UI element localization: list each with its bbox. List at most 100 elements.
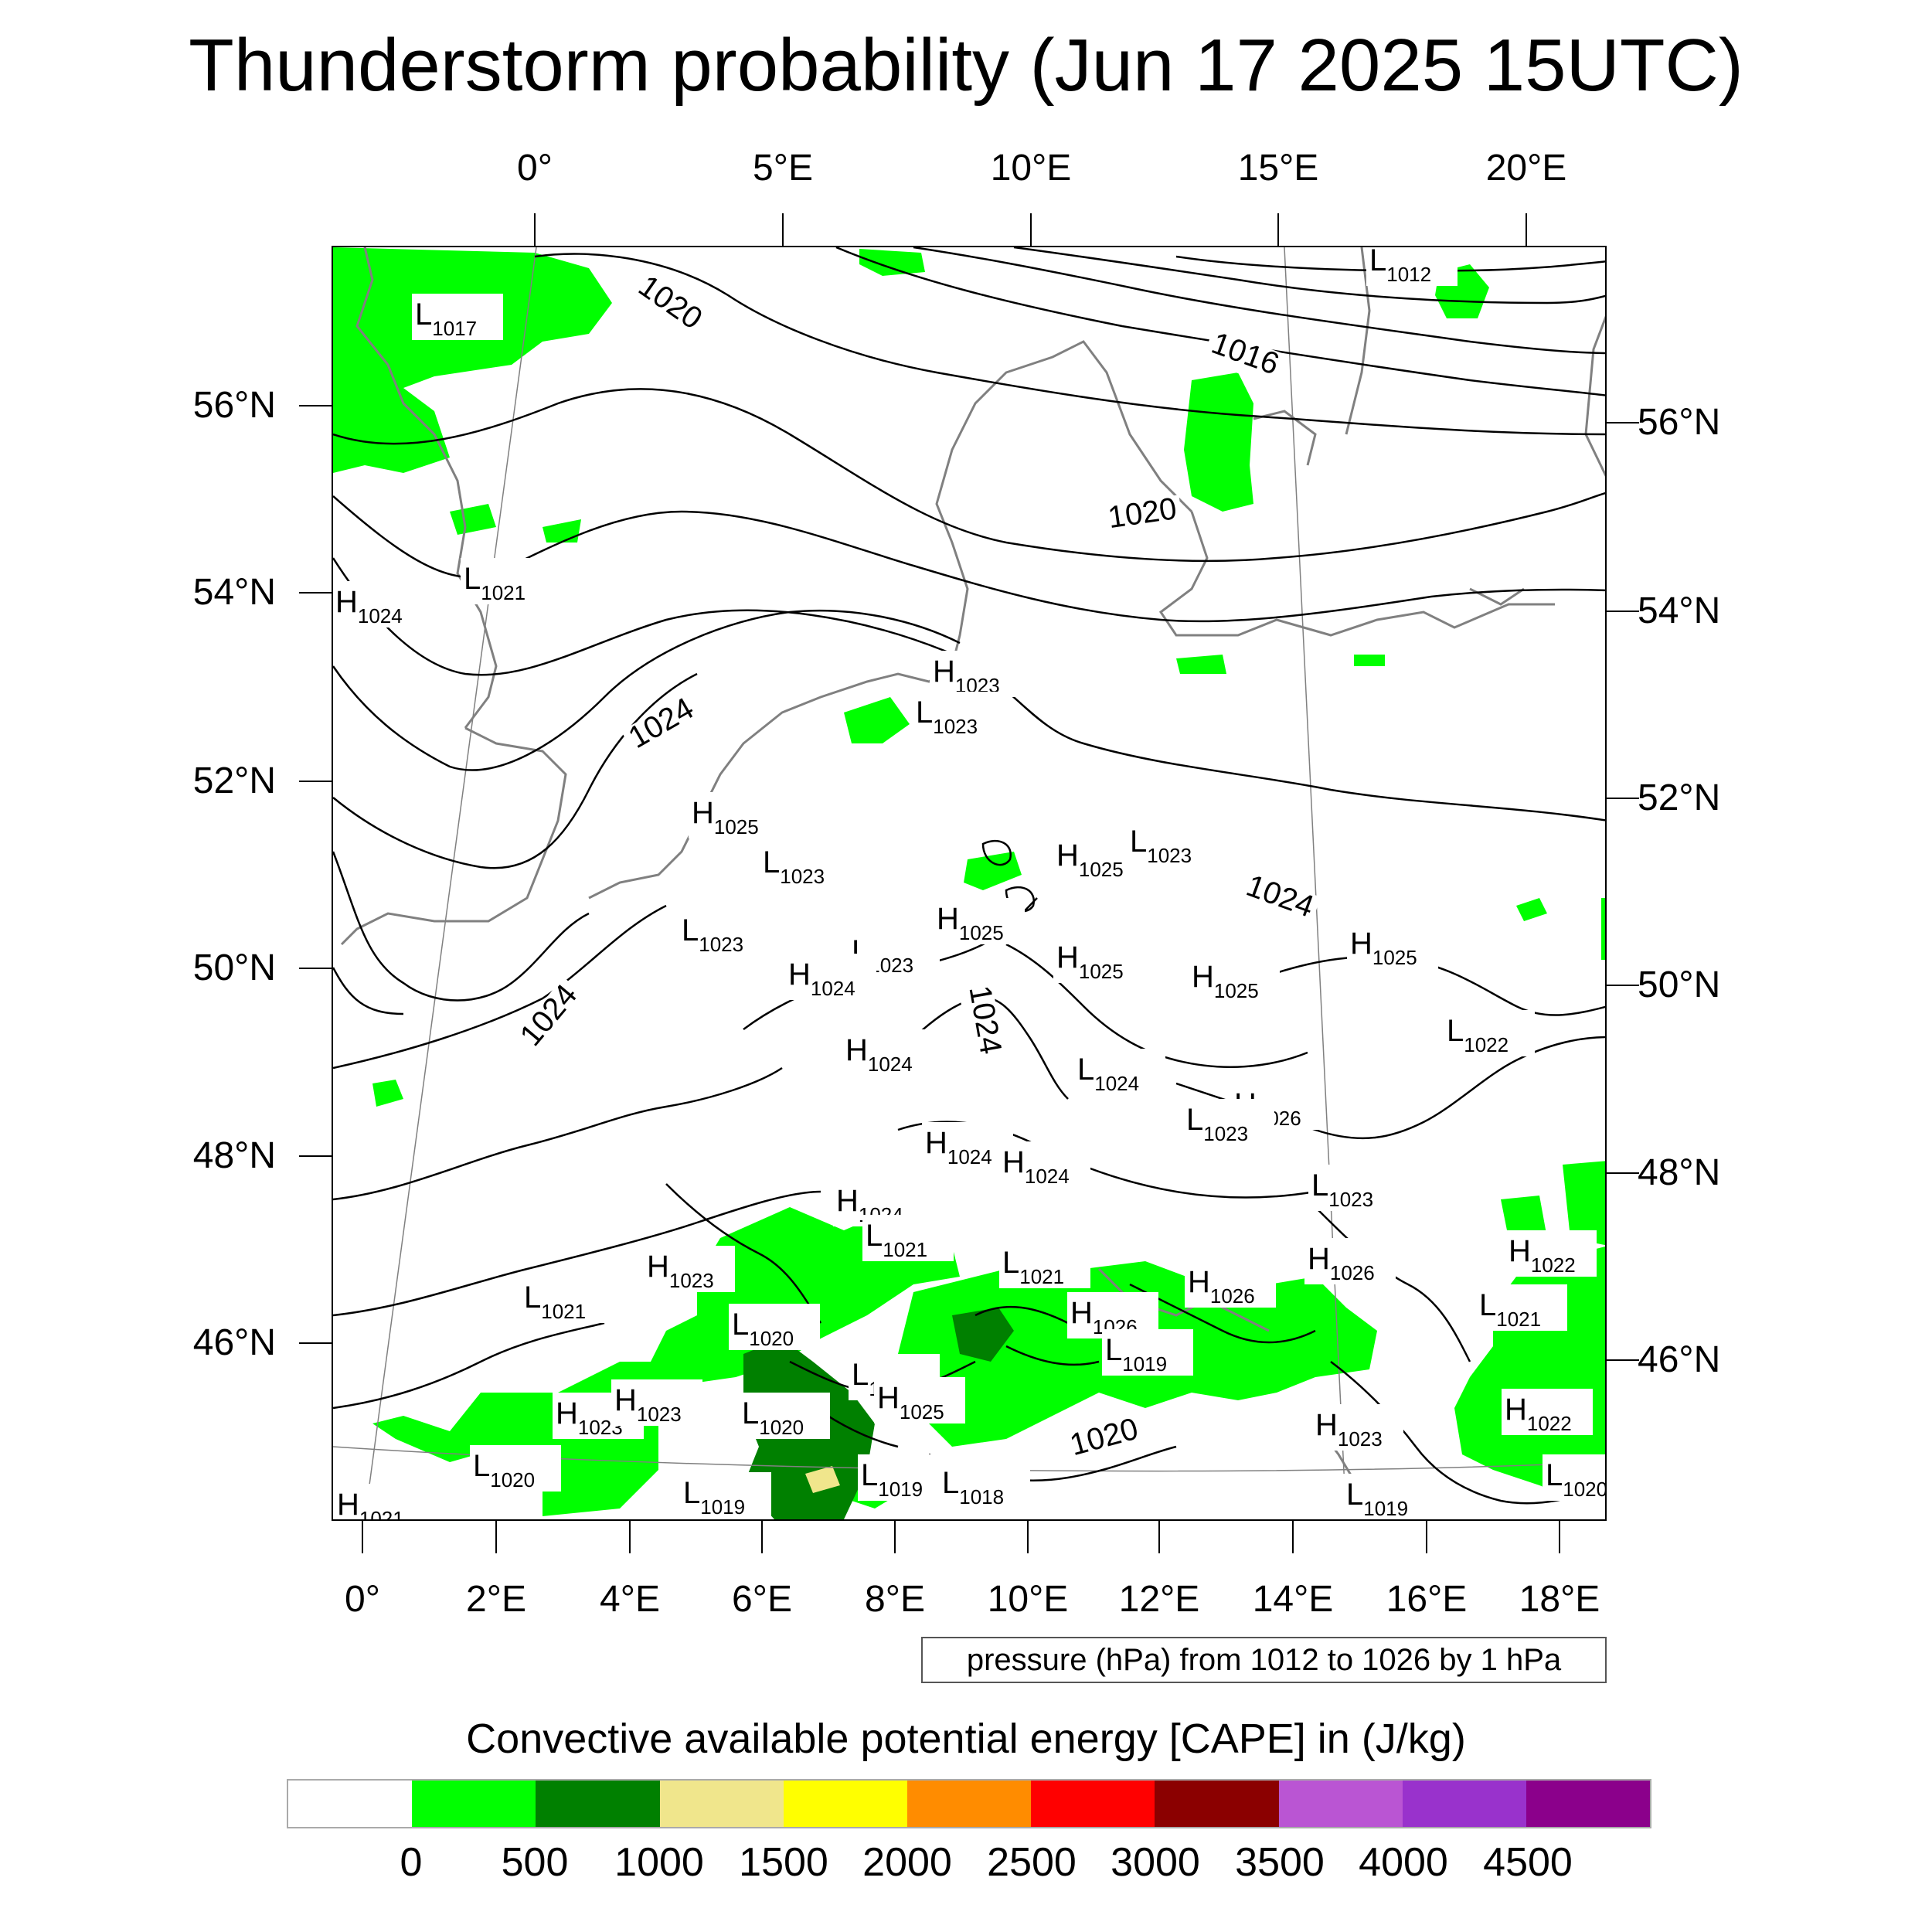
axis-right-label: 48°N [1638,1152,1721,1193]
pressure-center-value: 1023 [933,715,978,738]
coastline [355,247,498,729]
colorbar-box [412,1781,536,1827]
high-pressure-center: H1021 [337,1488,404,1519]
colorbar-box [1155,1781,1279,1827]
pressure-center-bg [999,1141,1090,1188]
low-pressure-center: L1021 [1479,1288,1541,1331]
high-pressure-center: H1025 [1056,940,1124,983]
pressure-center-value: 1020 [749,1327,794,1350]
axis-bottom-label: 0° [345,1579,380,1620]
isobar-label-bg [1202,328,1287,387]
pressure-center-type: L [1346,1478,1363,1512]
pressure-center-value: 1021 [1019,1265,1064,1288]
pressure-center-type: L [415,298,432,332]
pressure-center-type: H [1002,1145,1025,1179]
cape-area [333,247,612,473]
map-panel[interactable]: 1020 1016 1020 1024 1024 1024 1024 1020 L1017 L1… [332,246,1607,1521]
high-pressure-center: H1025 [877,1381,944,1423]
pressure-center-bg [521,1277,612,1323]
pressure-center-value: 1024 [947,1145,992,1168]
pressure-center-value: 1025 [1214,979,1259,1002]
colorbar [287,1779,1651,1828]
pressure-center-value: 1018 [959,1485,1004,1509]
pressure-center-bg [1053,937,1145,983]
pressure-center-value: 1023 [1147,844,1192,867]
pressure-center-bg [689,792,780,838]
isobar-line [665,1183,822,1324]
high-pressure-center: H1024 [1002,1145,1070,1188]
pressure-center-type: L [852,1358,869,1392]
pressure-center-bg [1343,1474,1434,1519]
pressure-center-value: 1025 [1372,946,1417,969]
high-pressure-center: H1024 [788,957,855,1000]
pressure-center-bg [858,1454,949,1501]
isobar-line [333,904,667,1070]
low-pressure-center: L1021 [1002,1246,1064,1288]
high-pressure-center: H1023 [647,1250,714,1292]
coastline [1345,247,1371,435]
pressure-center-type: L [1002,1246,1019,1280]
low-pressure-center: L1012 [1369,247,1431,286]
cape-area [450,504,496,535]
coastline [1469,587,1525,606]
colorbar-tick-label: 1500 [739,1840,828,1885]
pressure-center-bg [1185,1261,1276,1308]
low-pressure-center: L1023 [763,845,825,888]
pressure-center-type: L [1447,1014,1464,1048]
low-pressure-center: L1019 [1105,1333,1167,1376]
pressure-center-type: L [682,913,699,947]
pressure-center-type: H [337,1488,359,1519]
pressure-center-type: L [916,696,933,730]
pressure-center-bg [922,1122,1013,1168]
pressure-center-value: 1024 [811,977,855,1000]
pressure-center-value: 1021 [1496,1308,1541,1331]
colorbar-box [1278,1781,1403,1827]
pressure-center-type: L [683,1476,700,1510]
axis-left-label: 46°N [192,1322,276,1363]
pressure-center-bg [739,1393,830,1439]
colorbar-box [1526,1781,1651,1827]
pressure-center-bg [729,1304,820,1350]
axis-bottom-label: 16°E [1386,1579,1468,1620]
colorbar-box [536,1781,660,1827]
coastline [1158,511,1555,637]
pressure-center-type: H [1056,838,1079,872]
low-pressure-center: L1023 [1186,1103,1248,1145]
pressure-center-type: H [1350,927,1372,961]
axis-left-label: 48°N [192,1135,276,1176]
axis-bottom-label: 6°E [732,1579,792,1620]
pressure-center-value: 1023 [669,1269,714,1292]
isobar-label-bg [621,692,706,761]
coastline [588,665,953,900]
pressure-center-bg [934,898,1025,944]
pressure-center-type: H [1188,1265,1210,1299]
axis-top-label: 10°E [990,148,1072,189]
pressure-center-type: L [473,1449,490,1483]
cape-area [1354,655,1385,666]
pressure-center-type: H [335,585,358,619]
axis-left-label: 52°N [192,760,276,801]
pressure-center-type: L [1186,1103,1203,1137]
axis-top-label: 15°E [1237,148,1319,189]
colorbar-tick-label: 4000 [1359,1840,1448,1885]
coastline [1584,315,1605,478]
colorbar-tick-label: 3000 [1111,1840,1200,1885]
pressure-center-bg [679,910,770,956]
pressure-center-value: 1022 [1527,1412,1572,1435]
pressure-center-type: H [1315,1408,1338,1442]
pressure-center-bg [1074,1049,1165,1095]
axis-right-label: 54°N [1638,590,1721,631]
isobar-label-bg [1102,495,1184,539]
pressure-center-type: L [1546,1458,1563,1492]
cape-area [1176,655,1226,674]
pressure-center-type: H [1192,960,1214,994]
axis-right-label: 46°N [1638,1339,1721,1380]
pressure-center-value: 1023 [637,1403,682,1426]
pressure-center-type: L [732,1308,749,1342]
colorbar-box [906,1781,1032,1827]
pressure-center-type: H [925,1126,947,1160]
colorbar-box [288,1781,413,1827]
pressure-center-value: 1021 [883,1238,927,1261]
low-pressure-center: L1023 [916,696,978,738]
